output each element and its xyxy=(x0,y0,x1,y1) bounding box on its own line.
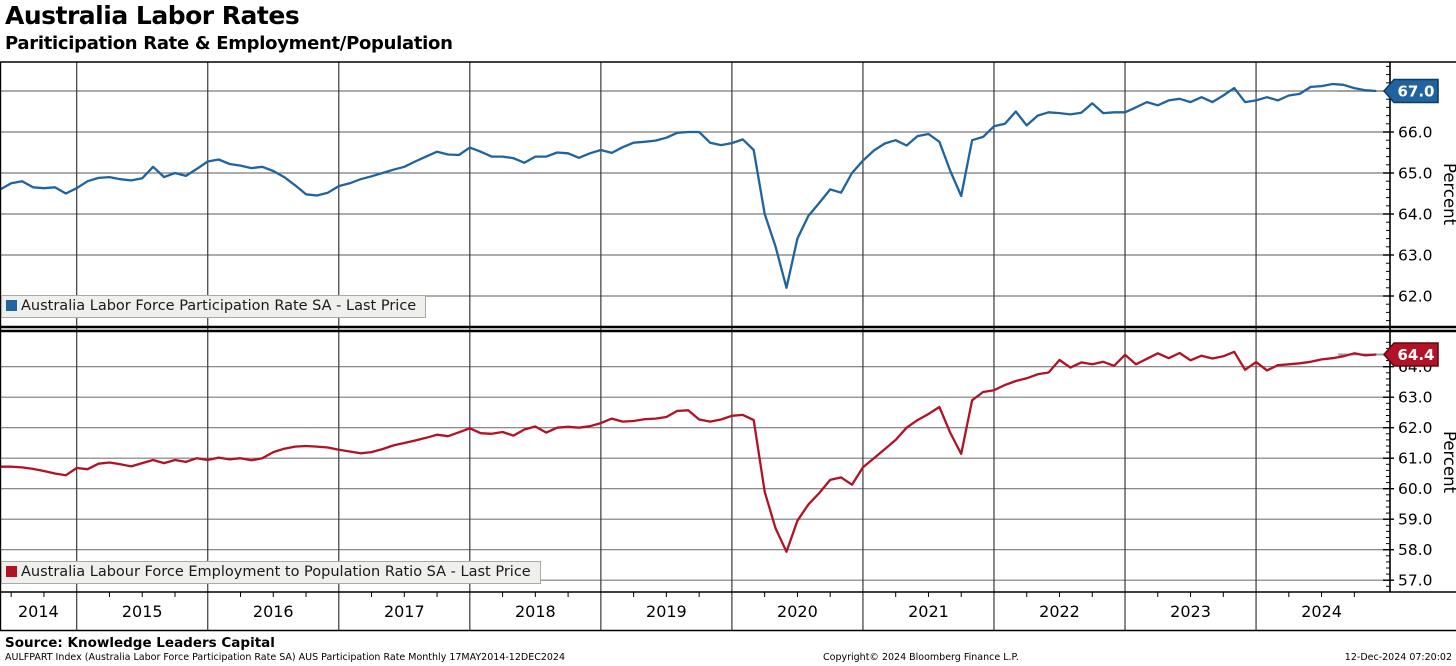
svg-text:64.4: 64.4 xyxy=(1397,346,1434,364)
x-tick-label-2014: 2014 xyxy=(18,602,59,621)
y-tick-label: 57.0 xyxy=(1398,572,1433,590)
employment-to-population-axis-title: Percent xyxy=(1440,431,1456,494)
participation-rate-line xyxy=(0,82,1377,289)
x-tick-label-2022: 2022 xyxy=(1039,602,1080,621)
x-tick-label-2015: 2015 xyxy=(122,602,163,621)
y-tick-label: 65.0 xyxy=(1398,165,1433,183)
footer-copyright: Copyright© 2024 Bloomberg Finance L.P. xyxy=(823,652,1019,663)
y-tick-label: 59.0 xyxy=(1398,511,1433,529)
gridlines xyxy=(0,62,1390,631)
footer-row: AULFPART Index (Australia Labor Force Pa… xyxy=(5,652,1452,663)
axes xyxy=(0,61,1456,632)
legend-employment-population[interactable]: Australia Labour Force Employment to Pop… xyxy=(1,561,541,584)
legend-employment-label: Australia Labour Force Employment to Pop… xyxy=(21,564,531,580)
y-tick-label: 63.0 xyxy=(1398,389,1433,407)
y-tick-label: 60.0 xyxy=(1398,480,1433,498)
participation-rate-last-price-badge: 67.0 xyxy=(1382,78,1439,104)
y-tick-label: 64.0 xyxy=(1398,206,1433,224)
x-tick-label-2016: 2016 xyxy=(253,602,294,621)
legend-participation-label: Australia Labor Force Participation Rate… xyxy=(21,298,417,314)
employment-to-population-last-price-badge: 64.4 xyxy=(1382,342,1439,367)
participation-rate-axis-title: Percent xyxy=(1440,163,1456,226)
source-note: Source: Knowledge Leaders Capital xyxy=(5,635,275,651)
legend-participation-rate[interactable]: Australia Labor Force Participation Rate… xyxy=(1,295,427,318)
x-tick-label-2024: 2024 xyxy=(1301,602,1342,621)
footer-index-detail: AULFPART Index (Australia Labor Force Pa… xyxy=(5,652,566,663)
page-title: Australia Labor Rates xyxy=(5,1,300,30)
x-tick-label-2023: 2023 xyxy=(1170,602,1211,621)
x-tick-label-2018: 2018 xyxy=(515,602,556,621)
page-subtitle: Pariticipation Rate & Employment/Populat… xyxy=(5,33,453,54)
x-tick-label-2021: 2021 xyxy=(908,602,949,621)
footer-timestamp: 12-Dec-2024 07:20:02 xyxy=(1344,652,1452,663)
y-tick-label: 58.0 xyxy=(1398,541,1433,559)
y-tick-label: 62.0 xyxy=(1398,288,1433,306)
axis-ticks: 62.0 63.0 64.0 65.0 66.0 67.0 57.0 58.0 59.0 60.0… xyxy=(10,65,1433,597)
svg-text:67.0: 67.0 xyxy=(1397,83,1434,101)
x-tick-label-2017: 2017 xyxy=(384,602,425,621)
y-tick-label: 62.0 xyxy=(1398,419,1433,437)
red-series-swatch-icon xyxy=(6,566,17,577)
x-tick-label-2020: 2020 xyxy=(777,602,818,621)
blue-series-swatch-icon xyxy=(6,300,17,311)
employment-to-population-line xyxy=(0,350,1377,553)
y-tick-label: 66.0 xyxy=(1398,124,1433,142)
y-tick-label: 63.0 xyxy=(1398,247,1433,265)
y-tick-label: 61.0 xyxy=(1398,450,1433,468)
x-tick-label-2019: 2019 xyxy=(646,602,687,621)
